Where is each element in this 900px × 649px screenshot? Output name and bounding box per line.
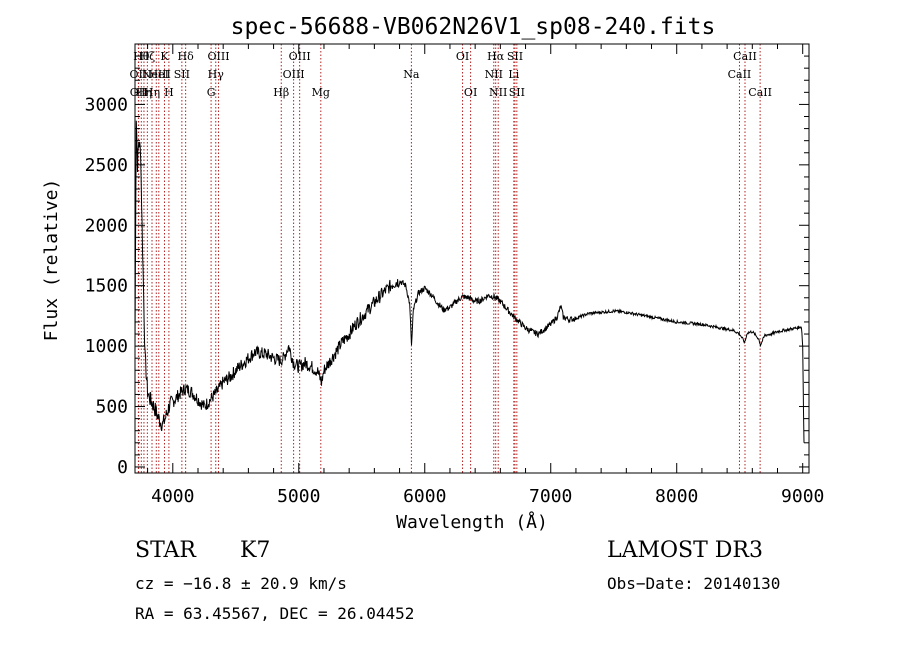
axis-ticks	[135, 44, 809, 473]
reference-line-label: CaII	[748, 86, 772, 99]
reference-line-label: Hη	[144, 86, 160, 99]
y-axis-label: Flux (relative)	[41, 179, 62, 342]
reference-line-label: OI	[456, 50, 469, 63]
reference-line-label: OI	[464, 86, 477, 99]
reference-line-label: CaII	[733, 50, 757, 63]
reference-lines	[137, 44, 761, 473]
reference-line-label: NII	[485, 68, 503, 81]
x-tick-label: 6000	[403, 486, 446, 507]
reference-line-label: NII	[489, 86, 507, 99]
x-axis-label: Wavelength (Å)	[396, 511, 548, 533]
reference-line-label: HeI	[149, 68, 169, 81]
spectrum-line	[134, 120, 805, 443]
reference-line-label: Hδ	[178, 50, 195, 63]
redshift-cz: cz = −16.8 ± 20.9 km/s	[135, 574, 347, 593]
ra-dec: RA = 63.45567, DEC = 26.04452	[135, 604, 415, 623]
x-tick-labels: 4000 5000 6000 7000 8000 9000	[151, 486, 824, 507]
reference-line-label: Hγ	[208, 68, 225, 81]
x-tick-label: 7000	[529, 486, 572, 507]
plot-frame	[134, 43, 810, 474]
reference-line-label: OIII	[283, 68, 305, 81]
y-tick-label: 0	[117, 457, 128, 478]
reference-line-label: Hβ	[273, 86, 289, 99]
object-subclass: K7	[240, 538, 271, 563]
reference-line-label: OIII	[289, 50, 311, 63]
reference-line-label: Mg	[312, 86, 330, 99]
object-class: STAR	[135, 538, 196, 563]
reference-line-label: Na	[403, 68, 420, 81]
x-tick-label: 8000	[655, 486, 698, 507]
reference-line-label: Li	[508, 68, 519, 81]
reference-line-label: OII	[130, 68, 148, 81]
reference-line-label: NeIII	[142, 68, 171, 81]
y-tick-label: 1500	[85, 276, 128, 297]
y-tick-labels: 0 500 1000 1500 2000 2500 3000	[85, 94, 128, 478]
x-tick-label: 5000	[277, 486, 320, 507]
reference-line-label: Hη	[136, 86, 152, 99]
reference-line-label: OIII	[207, 50, 229, 63]
reference-line-label: SII	[507, 50, 523, 63]
y-tick-label: 2500	[85, 155, 128, 176]
survey-name: LAMOST DR3	[607, 538, 763, 563]
x-tick-label: 9000	[781, 486, 824, 507]
observation-date: Obs−Date: 20140130	[607, 574, 781, 593]
y-tick-label: 2000	[85, 215, 128, 236]
reference-line-label: H	[164, 86, 174, 99]
reference-line-label: G	[207, 86, 216, 99]
reference-line-label: Hα	[487, 50, 505, 63]
y-tick-label: 3000	[85, 94, 128, 115]
y-tick-label: 1000	[85, 336, 128, 357]
y-tick-label: 500	[95, 397, 128, 418]
reference-line-label: CaII	[728, 68, 752, 81]
reference-line-label: Hζ	[140, 50, 156, 63]
reference-line-label: Hθ	[133, 50, 150, 63]
x-tick-label: 4000	[151, 486, 194, 507]
reference-line-label: SII	[509, 86, 525, 99]
chart-title: spec-56688-VB062N26V1_sp08-240.fits	[231, 14, 716, 40]
reference-line-labels: OIIOIIHθHηHζHηNeIIIHeIKHSIIHδGHγOIIIHβOI…	[130, 50, 772, 99]
reference-line-label: SII	[174, 68, 190, 81]
reference-line-label: K	[160, 50, 169, 63]
